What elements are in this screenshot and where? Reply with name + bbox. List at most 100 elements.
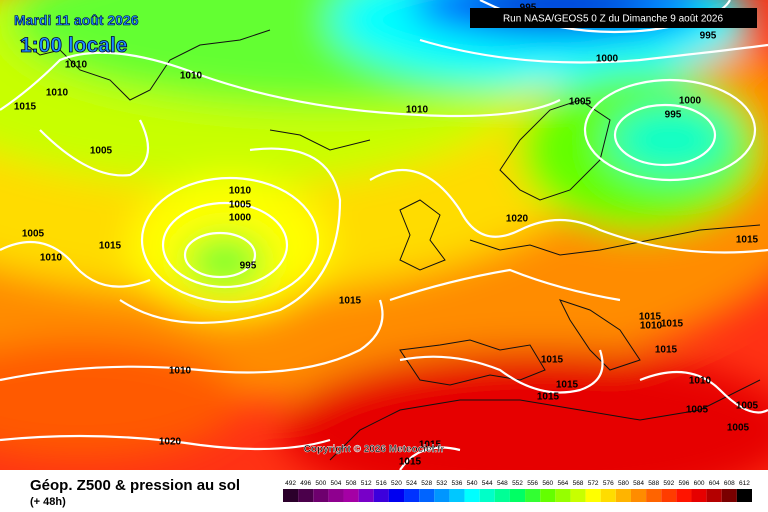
- legend-level: 528: [421, 480, 432, 487]
- legend-swatch: [328, 489, 344, 502]
- isobar-label: 995: [700, 31, 717, 42]
- isobar-label: 1010: [689, 376, 712, 387]
- legend-level: 524: [406, 480, 417, 487]
- legend-level: 568: [573, 480, 584, 487]
- legend-swatch: [721, 489, 737, 502]
- legend-level: 576: [603, 480, 614, 487]
- isobar-label: 1010: [229, 186, 252, 197]
- legend-swatch: [540, 489, 556, 502]
- legend-level: 492: [285, 480, 296, 487]
- footer-title: Géop. Z500 & pression au sol: [30, 477, 240, 494]
- isobar-label: 1010: [65, 60, 88, 71]
- legend-swatch: [464, 489, 480, 502]
- legend-level: 500: [315, 480, 326, 487]
- legend-level: 532: [436, 480, 447, 487]
- isobar-label: 1015: [537, 392, 560, 403]
- legend-swatch: [479, 489, 495, 502]
- legend-level: 504: [331, 480, 342, 487]
- isobar-label: 1000: [679, 96, 702, 107]
- legend-level: 496: [300, 480, 311, 487]
- legend-level: 596: [678, 480, 689, 487]
- isobar-label: 1010: [169, 366, 192, 377]
- run-info: Run NASA/GEOS5 0 Z du Dimanche 9 août 20…: [503, 14, 724, 25]
- legend-swatch: [283, 489, 299, 502]
- legend-swatch: [525, 489, 541, 502]
- isobar-label: 1015: [556, 380, 579, 391]
- legend-swatch: [388, 489, 405, 502]
- legend-swatch: [615, 489, 631, 502]
- isobar-label: 1010: [180, 71, 203, 82]
- legend-swatch: [449, 489, 465, 502]
- isobar-label: 1015: [541, 355, 564, 366]
- legend-level: 592: [663, 480, 674, 487]
- isobar-label: 1015: [399, 457, 422, 468]
- isobar-label: 1015: [661, 319, 684, 330]
- legend-swatch: [555, 489, 571, 502]
- isobar-label: 1015: [655, 345, 678, 356]
- legend-swatch: [646, 489, 662, 502]
- isobar-label: 1015: [14, 102, 37, 113]
- color-legend: 492 496 500 504 508 512 516 520 524 528 532 536 540 5…: [283, 480, 752, 502]
- legend-level: 584: [633, 480, 644, 487]
- legend-swatch: [313, 489, 329, 502]
- legend-level: 560: [542, 480, 553, 487]
- legend-swatch: [343, 489, 359, 502]
- legend-swatch: [570, 489, 586, 502]
- isobar-label: 1020: [506, 214, 529, 225]
- legend-level: 556: [527, 480, 538, 487]
- isobar-label: 1005: [736, 401, 759, 412]
- isobar-label: 1015: [99, 241, 122, 252]
- legend-level: 520: [391, 480, 402, 487]
- isobar-label: 1000: [229, 213, 252, 224]
- legend-swatch: [661, 489, 677, 502]
- local-time: 1:00 locale: [20, 34, 127, 57]
- legend-level: 540: [467, 480, 478, 487]
- legend-level: 572: [588, 480, 599, 487]
- copyright: Copyright © 2026 Meteociel.fr: [304, 444, 445, 455]
- forecast-date: Mardi 11 août 2026: [14, 12, 139, 28]
- legend-level: 612: [739, 480, 750, 487]
- isobar-label: 1010: [40, 253, 63, 264]
- legend-swatch: [509, 489, 526, 502]
- isobar-label: 1015: [639, 312, 662, 323]
- isobar-label: 995: [665, 110, 682, 121]
- isobar-label: 1000: [596, 54, 619, 65]
- isobar-label: 1005: [22, 229, 45, 240]
- legend-level: 600: [694, 480, 705, 487]
- legend-swatch: [736, 489, 752, 502]
- legend-level: 516: [376, 480, 387, 487]
- legend-level: 508: [346, 480, 357, 487]
- legend-level: 544: [482, 480, 493, 487]
- isobar-label: 1015: [736, 235, 759, 246]
- coastlines: [19, 29, 761, 461]
- isobar-labels: 9959951000101010101010101510101005100099…: [14, 3, 759, 468]
- legend-swatch: [676, 489, 692, 502]
- legend-swatch: [630, 489, 647, 502]
- legend-swatch: [298, 489, 314, 502]
- isobar-label: 1005: [727, 423, 750, 434]
- isobar-label: 995: [240, 261, 257, 272]
- legend-level: 604: [709, 480, 720, 487]
- isobar-label: 1010: [46, 88, 69, 99]
- isobar-label: 1005: [90, 146, 113, 157]
- isobar-label: 1010: [406, 105, 429, 116]
- legend-level: 548: [497, 480, 508, 487]
- legend-level: 588: [648, 480, 659, 487]
- legend-swatch: [585, 489, 601, 502]
- legend-swatch: [600, 489, 616, 502]
- legend-swatch: [358, 489, 374, 502]
- run-box: [470, 8, 757, 28]
- legend-swatch: [706, 489, 722, 502]
- legend-swatch: [434, 489, 450, 502]
- isobar-label: 1005: [229, 200, 252, 211]
- legend-swatch: [373, 489, 389, 502]
- isobar-label: 1015: [339, 296, 362, 307]
- legend-swatch: [691, 489, 707, 502]
- isobar-label: 1005: [686, 405, 709, 416]
- isobar-label: 1005: [569, 97, 592, 108]
- isobar-label: 1010: [640, 321, 663, 332]
- legend-level: 564: [557, 480, 568, 487]
